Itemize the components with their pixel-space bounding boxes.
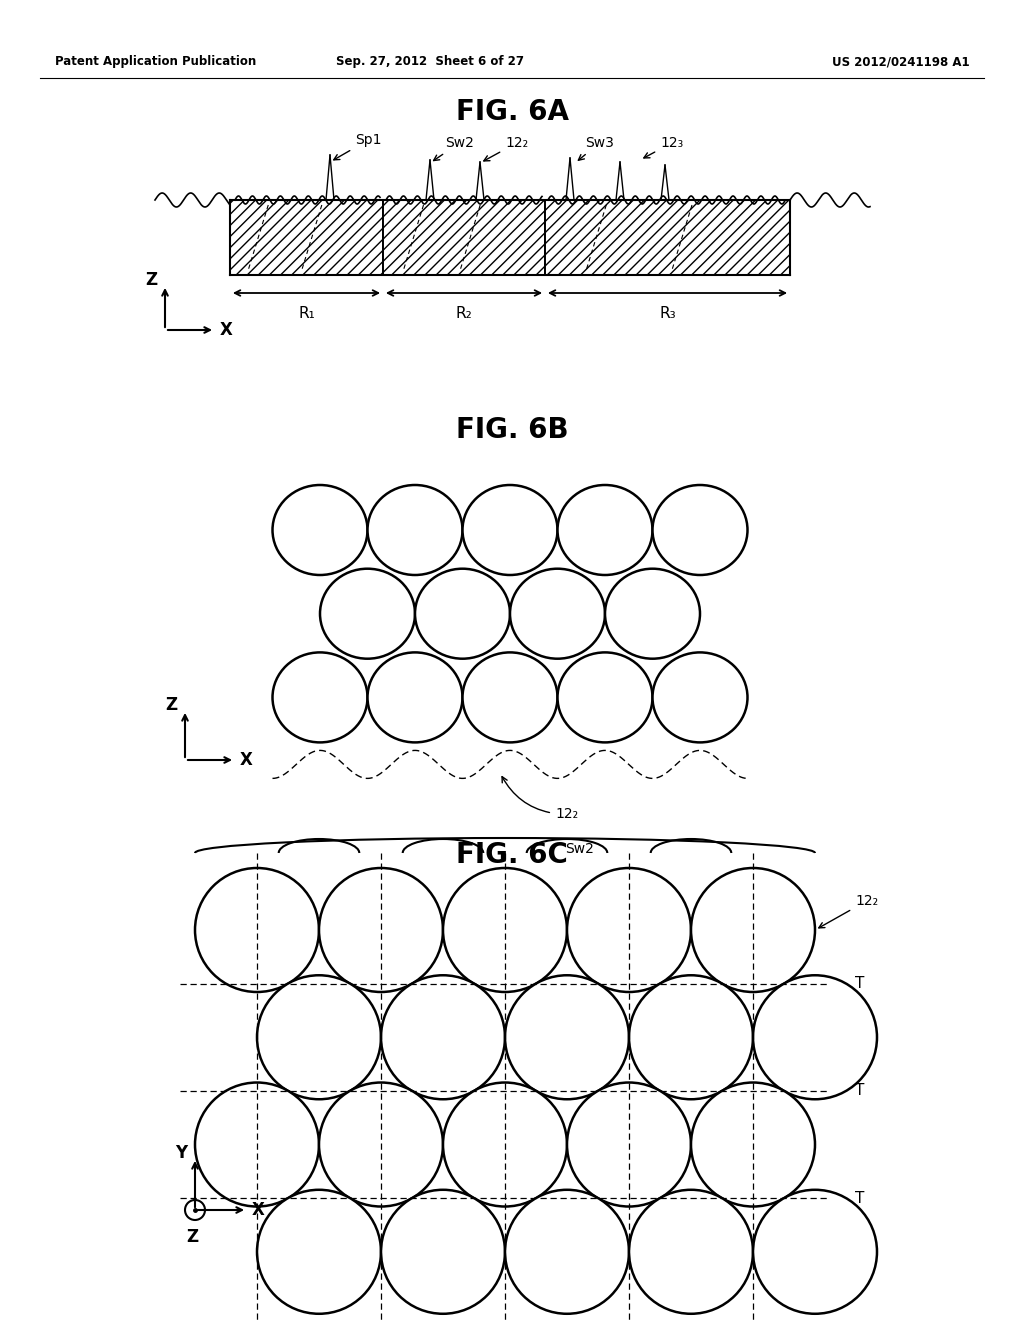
Ellipse shape bbox=[567, 1082, 691, 1206]
Text: X: X bbox=[252, 1201, 265, 1218]
Text: Y: Y bbox=[175, 1144, 187, 1162]
Text: Sw2: Sw2 bbox=[433, 136, 474, 161]
Ellipse shape bbox=[257, 975, 381, 1100]
Ellipse shape bbox=[463, 652, 557, 742]
Ellipse shape bbox=[319, 1082, 443, 1206]
Text: Z: Z bbox=[144, 271, 157, 289]
Text: Sp1: Sp1 bbox=[334, 133, 382, 160]
Text: R₁: R₁ bbox=[298, 306, 314, 321]
Text: 12₂: 12₂ bbox=[483, 136, 528, 161]
Ellipse shape bbox=[691, 869, 815, 993]
Ellipse shape bbox=[567, 869, 691, 993]
Ellipse shape bbox=[272, 484, 368, 576]
Text: R₂: R₂ bbox=[456, 306, 472, 321]
Ellipse shape bbox=[691, 1082, 815, 1206]
Ellipse shape bbox=[319, 869, 443, 993]
Text: R₃: R₃ bbox=[659, 306, 676, 321]
Text: T: T bbox=[855, 1084, 864, 1098]
Ellipse shape bbox=[557, 484, 652, 576]
Text: FIG. 6C: FIG. 6C bbox=[456, 841, 568, 869]
Text: US 2012/0241198 A1: US 2012/0241198 A1 bbox=[833, 55, 970, 69]
Ellipse shape bbox=[629, 975, 753, 1100]
Ellipse shape bbox=[443, 869, 567, 993]
Text: FIG. 6B: FIG. 6B bbox=[456, 416, 568, 444]
Ellipse shape bbox=[505, 975, 629, 1100]
Text: Sw2: Sw2 bbox=[565, 842, 594, 857]
Text: X: X bbox=[240, 751, 253, 770]
Ellipse shape bbox=[652, 484, 748, 576]
Ellipse shape bbox=[319, 569, 415, 659]
Bar bbox=[383, 201, 545, 275]
Text: 12₂: 12₂ bbox=[502, 776, 579, 821]
Bar bbox=[545, 201, 790, 275]
Ellipse shape bbox=[381, 1189, 505, 1313]
Ellipse shape bbox=[753, 975, 877, 1100]
Text: Patent Application Publication: Patent Application Publication bbox=[55, 55, 256, 69]
Text: T: T bbox=[855, 1191, 864, 1205]
Ellipse shape bbox=[195, 869, 319, 993]
Ellipse shape bbox=[415, 569, 510, 659]
Ellipse shape bbox=[272, 652, 368, 742]
Text: Z: Z bbox=[165, 696, 177, 714]
Ellipse shape bbox=[505, 1189, 629, 1313]
Text: X: X bbox=[220, 321, 232, 339]
Ellipse shape bbox=[463, 484, 557, 576]
Ellipse shape bbox=[605, 569, 700, 659]
Ellipse shape bbox=[443, 1082, 567, 1206]
Ellipse shape bbox=[510, 569, 605, 659]
Text: Sep. 27, 2012  Sheet 6 of 27: Sep. 27, 2012 Sheet 6 of 27 bbox=[336, 55, 524, 69]
Ellipse shape bbox=[368, 652, 463, 742]
Text: Z: Z bbox=[186, 1228, 198, 1246]
Ellipse shape bbox=[257, 1189, 381, 1313]
Text: FIG. 6A: FIG. 6A bbox=[456, 98, 568, 125]
Ellipse shape bbox=[652, 652, 748, 742]
Text: Sw3: Sw3 bbox=[579, 136, 613, 160]
Ellipse shape bbox=[381, 975, 505, 1100]
Text: 12₃: 12₃ bbox=[644, 136, 683, 158]
Ellipse shape bbox=[195, 1082, 319, 1206]
Ellipse shape bbox=[368, 484, 463, 576]
Text: 12₂: 12₂ bbox=[819, 894, 879, 928]
Bar bbox=[230, 201, 383, 275]
Ellipse shape bbox=[629, 1189, 753, 1313]
Ellipse shape bbox=[557, 652, 652, 742]
Text: T: T bbox=[855, 975, 864, 991]
Ellipse shape bbox=[753, 1189, 877, 1313]
